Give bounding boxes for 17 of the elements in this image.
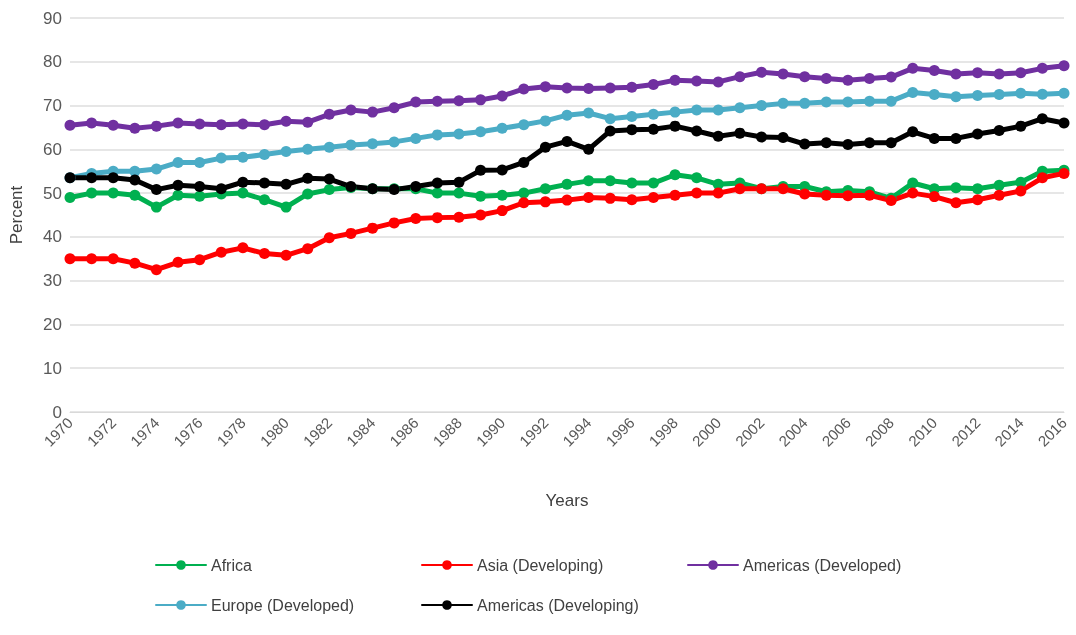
- y-axis-title: Percent: [7, 185, 26, 245]
- y-tick-label: 50: [43, 183, 62, 203]
- y-tick-label: 20: [43, 314, 62, 334]
- legend-label: Africa: [211, 556, 252, 574]
- y-tick-label: 10: [43, 358, 62, 378]
- legend-label: Americas (Developed): [743, 556, 902, 574]
- y-tick-label: 80: [43, 52, 62, 72]
- legend-label: Europe (Developed): [211, 596, 355, 614]
- y-tick-label: 70: [43, 96, 62, 116]
- y-tick-label: 30: [43, 271, 62, 291]
- y-tick-label: 60: [43, 139, 62, 159]
- y-tick-label: 40: [43, 227, 62, 247]
- y-tick-label: 90: [43, 8, 62, 28]
- y-tick-label: 0: [52, 402, 62, 422]
- x-axis-title: Years: [545, 491, 589, 510]
- legend-label: Americas (Developing): [477, 596, 639, 614]
- legend-label: Asia (Developing): [477, 556, 604, 574]
